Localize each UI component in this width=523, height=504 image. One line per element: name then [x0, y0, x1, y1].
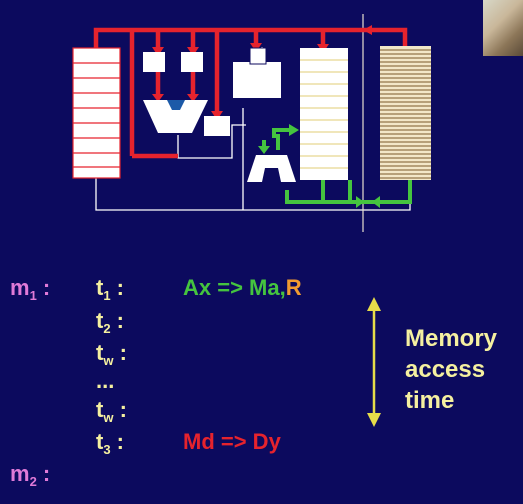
register-file — [72, 47, 121, 179]
incrementer — [247, 155, 296, 182]
presenter-thumbnail — [483, 0, 523, 56]
memory-access-time-label: Memory access time — [405, 325, 498, 414]
main-memory — [380, 46, 431, 180]
label-t2: t2 : — [96, 308, 125, 337]
operand-register-b — [181, 52, 203, 72]
alu — [143, 100, 208, 133]
green-arrowheads — [258, 124, 380, 208]
label-t3: t3 : — [96, 429, 125, 458]
operation-2: Md => Dy — [183, 429, 281, 454]
label-tw-1: tw : — [96, 340, 127, 369]
label-t1: t1 : — [96, 275, 125, 304]
memory-access-arrow — [367, 297, 381, 427]
operand-register-a — [143, 52, 165, 72]
operation-1: Ax => Ma,R — [183, 275, 302, 300]
label-dots: ... — [96, 368, 115, 393]
result-register — [204, 116, 230, 136]
control-unit — [233, 47, 281, 98]
label-m2: m2 : — [10, 461, 51, 490]
label-tw-2: tw : — [96, 397, 127, 426]
cache-block — [300, 48, 348, 180]
red-bus — [93, 27, 408, 159]
label-m1: m1 : — [10, 275, 51, 304]
